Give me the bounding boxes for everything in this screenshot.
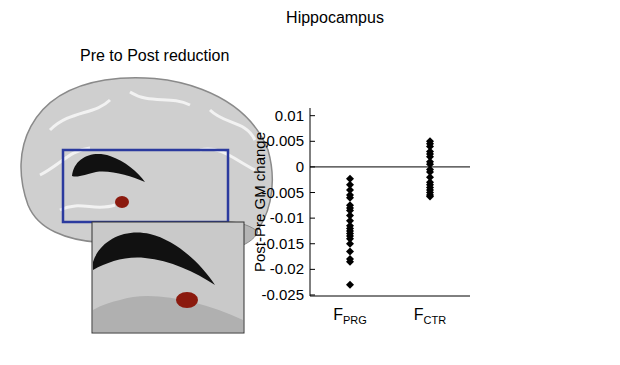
x-axis (310, 296, 470, 297)
y-tick-label: -0.025 (261, 286, 304, 303)
x-tick-label: FCTR (414, 306, 446, 326)
subtitle: Pre to Post reduction (80, 47, 229, 64)
y-tick (310, 192, 315, 193)
y-axis (310, 108, 311, 296)
y-tick-label: 0 (296, 158, 304, 175)
data-point (346, 281, 354, 289)
inset-shading (93, 296, 243, 332)
data-point (346, 258, 354, 266)
inset-frame (92, 222, 244, 333)
data-point (346, 240, 354, 248)
inset-hippocampus-blob (176, 292, 198, 308)
y-tick (310, 294, 315, 295)
ventricle (72, 154, 145, 182)
y-tick (310, 243, 315, 244)
y-tick-label: 0.01 (275, 107, 304, 124)
reference-line (310, 166, 470, 167)
figure: Hippocampus Pre to Post reduction 0.01 0.00… (0, 0, 620, 365)
y-tick-label: -0.02 (270, 260, 304, 277)
y-tick (310, 218, 315, 219)
inset-ventricle (93, 232, 215, 285)
y-tick (310, 141, 315, 142)
zoom-box (63, 150, 228, 222)
data-point (346, 194, 354, 202)
title: Hippocampus (286, 9, 384, 26)
y-tick (310, 269, 315, 270)
hippocampus-blob (115, 196, 129, 208)
data-point (346, 247, 354, 255)
y-axis-label: Post-Pre GM change (251, 132, 268, 272)
data-point (426, 193, 434, 201)
y-tick-label: -0.01 (270, 209, 304, 226)
plot-marks (310, 137, 470, 288)
x-tick-label: FPRG (333, 306, 367, 326)
y-tick-label: 0.005 (266, 132, 304, 149)
y-tick (310, 115, 315, 116)
brain-image (21, 78, 272, 333)
